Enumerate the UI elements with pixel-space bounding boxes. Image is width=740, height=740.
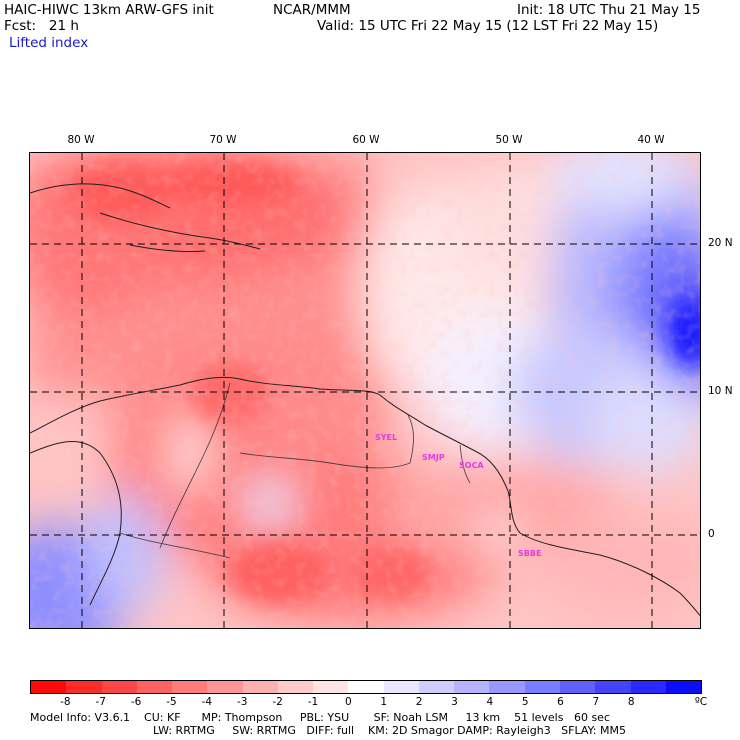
- colorbar-tick-label: -5: [166, 696, 177, 708]
- colorbar-tick-label: -3: [236, 696, 248, 708]
- colorbar-cell: [242, 681, 278, 693]
- colorbar-tick-label: 6: [557, 696, 564, 708]
- lon-label-70w: 70 W: [209, 134, 237, 146]
- colorbar: [30, 680, 702, 694]
- station-syel: SYEL: [375, 433, 398, 442]
- model-title: HAIC-HIWC 13km ARW-GFS init: [4, 2, 214, 18]
- colorbar-cell: [454, 681, 490, 693]
- colorbar-cell: [101, 681, 137, 693]
- colorbar-tick-label: 8: [627, 696, 635, 708]
- colorbar-cell: [524, 681, 560, 693]
- colorbar-tick-label: -1: [307, 696, 319, 708]
- colorbar-cell: [172, 681, 208, 693]
- colorbar-cell: [383, 681, 419, 693]
- colorbar-tick-label: 5: [521, 696, 529, 708]
- lat-label-20n: 20 N: [708, 237, 733, 249]
- colorbar-cell: [31, 681, 67, 693]
- lon-label-50w: 50 W: [495, 134, 523, 146]
- colorbar-cell: [277, 681, 314, 693]
- model-info-line1: Model Info: V3.6.1 CU: KF MP: Thompson P…: [30, 711, 610, 724]
- colorbar-cell: [136, 681, 173, 693]
- lat-label-10n: 10 N: [708, 385, 733, 397]
- colorbar-unit: ºC: [694, 696, 708, 708]
- colorbar-tick-label: -7: [95, 696, 106, 708]
- colorbar-tick-label: 7: [592, 696, 600, 708]
- colorbar-tick-label: -4: [201, 696, 213, 708]
- colorbar-cell: [66, 681, 102, 693]
- colorbar-tick-label: -6: [130, 696, 142, 708]
- lifted-index-map: SYEL SMJP SOCA SBBE: [29, 152, 701, 629]
- colorbar-cell: [418, 681, 455, 693]
- model-info-line2: LW: RRTMG SW: RRTMG DIFF: full KM: 2D Sm…: [153, 724, 626, 737]
- colorbar-tick-label: 1: [380, 696, 388, 708]
- station-smjp: SMJP: [422, 453, 445, 462]
- colorbar-tick-label: 4: [486, 696, 494, 708]
- graticule: [30, 153, 700, 628]
- station-soca: SOCA: [459, 461, 484, 470]
- colorbar-cell: [489, 681, 525, 693]
- organization: NCAR/MMM: [273, 2, 351, 18]
- colorbar-tick-label: -2: [272, 696, 283, 708]
- colorbar-tick-label: 3: [451, 696, 458, 708]
- colorbar-tick-label: -8: [60, 696, 71, 708]
- colorbar-cell: [630, 681, 666, 693]
- lon-label-80w: 80 W: [67, 134, 95, 146]
- borders: [119, 382, 471, 559]
- colorbar-cell: [559, 681, 596, 693]
- init-time: Init: 18 UTC Thu 21 May 15: [517, 2, 701, 18]
- lon-label-60w: 60 W: [352, 134, 380, 146]
- forecast-hour: Fcst: 21 h: [4, 18, 79, 34]
- colorbar-cell: [313, 681, 349, 693]
- colorbar-tick-label: 2: [415, 696, 423, 708]
- lat-label-eq: 0: [708, 528, 715, 540]
- colorbar-cell: [348, 681, 384, 693]
- colorbar-cell: [665, 681, 702, 693]
- lon-label-40w: 40 W: [637, 134, 665, 146]
- field-name: Lifted index: [9, 35, 89, 51]
- colorbar-tick-label: 0: [344, 696, 352, 708]
- map-canvas: [30, 153, 700, 628]
- colorbar-cell: [207, 681, 243, 693]
- field-noise: [30, 153, 700, 628]
- valid-time: Valid: 15 UTC Fri 22 May 15 (12 LST Fri …: [317, 18, 659, 34]
- station-sbbe: SBBE: [518, 549, 542, 558]
- colorbar-cell: [595, 681, 631, 693]
